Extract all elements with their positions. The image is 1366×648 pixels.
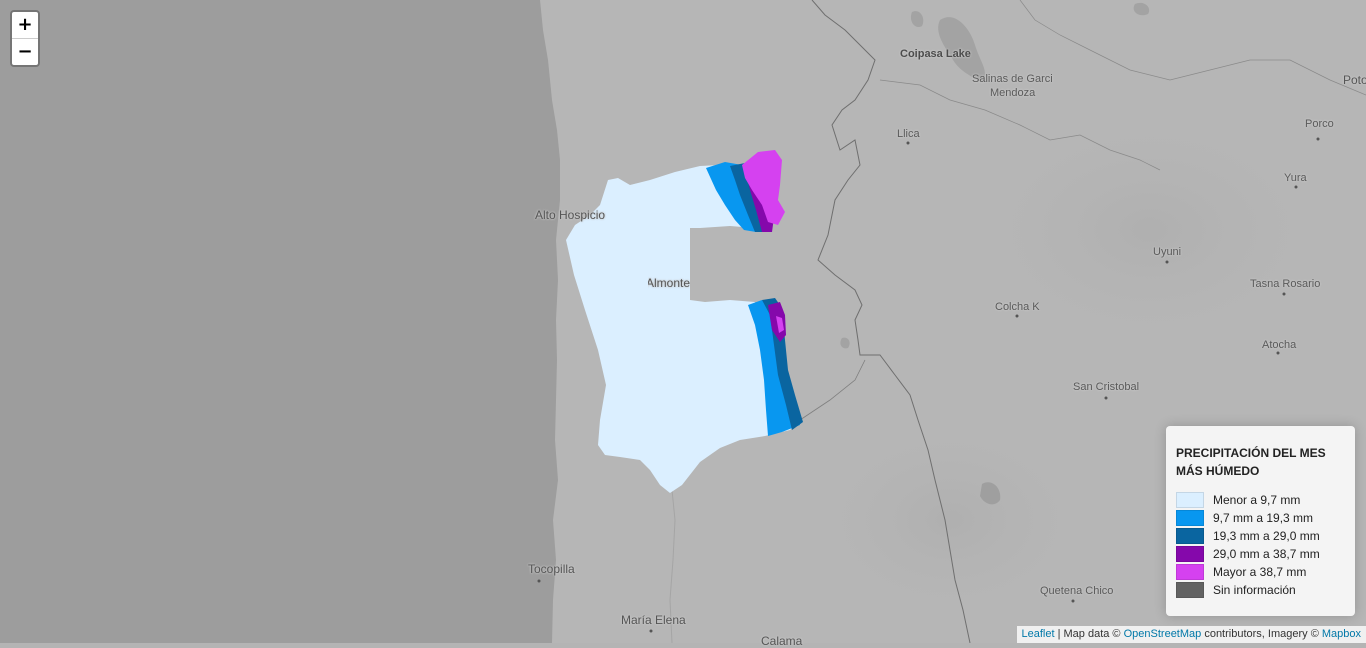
mapbox-link[interactable]: Mapbox	[1321, 628, 1361, 640]
legend-swatch	[1176, 492, 1204, 508]
place-dot	[1015, 314, 1019, 318]
place-label: San Cristobal	[1073, 381, 1140, 393]
place-label: Tocopilla	[528, 562, 575, 576]
legend-label: 19,3 mm a 29,0 mm	[1213, 529, 1320, 543]
place-dot	[537, 579, 541, 583]
region-border	[1019, 0, 1366, 96]
legend-swatch	[1176, 528, 1204, 544]
country-border	[811, 0, 971, 643]
region-band-4	[742, 150, 785, 225]
place-markers	[537, 137, 1320, 633]
place-dot	[1276, 351, 1280, 355]
legend-label: Menor a 9,7 mm	[1213, 493, 1301, 507]
salt-lake	[938, 17, 985, 83]
place-dot	[1294, 185, 1298, 189]
region-low-precip	[566, 165, 800, 493]
salt-lake	[840, 337, 850, 349]
region-band-4	[776, 316, 784, 333]
place-label: Pozo Almonte	[648, 276, 690, 290]
place-label: María Elena	[621, 613, 686, 627]
map-legend: PRECIPITACIÓN DEL MES MÁS HÚMEDO Menor a…	[1166, 426, 1355, 616]
legend-swatch	[1176, 582, 1204, 598]
terrain-shade	[810, 420, 1090, 620]
legend-label: 9,7 mm a 19,3 mm	[1213, 511, 1314, 525]
region-border	[799, 359, 866, 421]
place-dot	[1104, 396, 1108, 400]
attribution-text: contributors, Imagery ©	[1201, 628, 1322, 640]
salt-lake	[1133, 2, 1150, 16]
legend-label: Sin información	[1213, 583, 1296, 597]
zoom-out-button[interactable]: −	[17, 41, 33, 62]
place-dot	[1316, 137, 1320, 141]
salt-lake	[910, 11, 924, 28]
zoom-in-button[interactable]: +	[12, 12, 38, 39]
region-band-3	[768, 302, 786, 342]
place-dot	[1071, 599, 1075, 603]
place-label: Salinas de Garci	[972, 73, 1053, 85]
place-label: Uyuni	[1153, 246, 1182, 258]
place-label: Atocha	[1262, 339, 1297, 351]
place-label: Alto Hospicio	[535, 208, 606, 222]
zoom-control: + −	[10, 10, 40, 67]
legend-swatch	[1176, 510, 1204, 526]
place-label: Poto	[1343, 73, 1366, 87]
region-band-2	[762, 298, 803, 430]
openstreetmap-link[interactable]: OpenStreetMap	[1123, 628, 1202, 640]
place-dot	[1282, 292, 1286, 296]
road	[669, 489, 676, 643]
ocean	[0, 0, 560, 643]
map-attribution: Leaflet | Map data © OpenStreetMap contr…	[1016, 626, 1366, 643]
place-label: Quetena Chico	[1040, 585, 1114, 597]
attribution-text: | Map data ©	[1054, 628, 1124, 640]
legend-label: 29,0 mm a 38,7 mm	[1213, 547, 1320, 561]
place-label: Tasna Rosario	[1250, 278, 1321, 290]
legend-title: PRECIPITACIÓN DEL MES MÁS HÚMEDO	[1176, 446, 1326, 478]
terrain-shade	[970, 110, 1330, 350]
place-label: Llica	[897, 128, 920, 140]
leaflet-link[interactable]: Leaflet	[1021, 628, 1055, 640]
place-label: Coipasa Lake	[900, 48, 971, 60]
place-label: Calama	[761, 634, 803, 648]
place-label: Yura	[1284, 172, 1307, 184]
place-label: Colcha K	[995, 301, 1040, 313]
legend-swatch	[1176, 546, 1204, 562]
legend-label: Mayor a 38,7 mm	[1213, 565, 1307, 579]
region-border	[879, 79, 1161, 171]
place-dot	[649, 629, 653, 633]
place-dot	[1165, 260, 1169, 264]
place-dot	[906, 141, 910, 145]
place-label: Mendoza	[990, 87, 1036, 99]
legend-swatch	[1176, 564, 1204, 580]
salt-lake	[980, 482, 1001, 505]
place-label: Porco	[1305, 118, 1334, 130]
